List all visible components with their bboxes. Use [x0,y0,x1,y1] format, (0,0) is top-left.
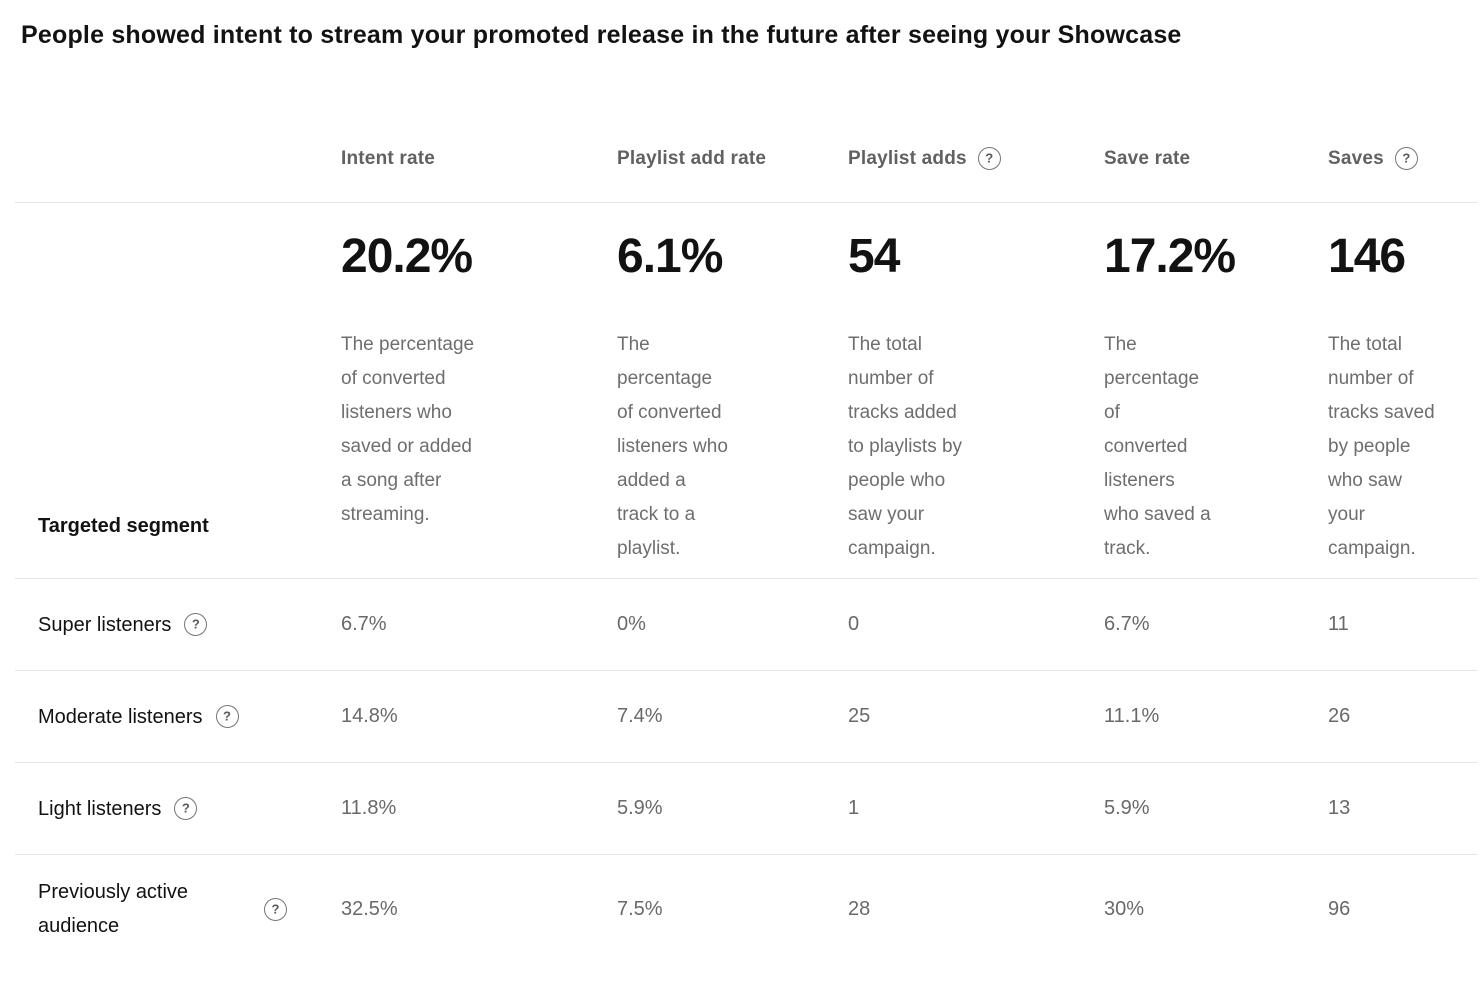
column-header-label: Playlist adds [848,147,967,169]
segment-column-header: Targeted segment [15,515,341,566]
metric-header-row: Intent rate Playlist add rate Playlist a… [15,50,1477,203]
question-mark-glyph: ? [223,708,231,724]
cell-playlist-adds: 28 [848,897,871,920]
question-mark-glyph: ? [985,150,994,166]
metric-summary-intent-rate: 20.2% The percentage of converted listen… [341,230,617,566]
cell-saves: 96 [1328,897,1351,920]
table-row-super-listeners: Super listeners ? 6.7% 0% 0 6.7% 11 [15,579,1477,671]
metric-value: 54 [848,230,900,283]
cell-playlist-add-rate: 7.4% [617,705,663,727]
cell-saves: 11 [1328,613,1349,635]
cell-playlist-adds: 1 [848,797,860,819]
segment-cell: Light listeners ? [15,797,341,821]
column-header-save-rate: Save rate [1104,147,1328,202]
metric-value: 6.1% [617,230,723,283]
help-icon[interactable]: ? [215,705,239,728]
metric-summary-saves: 146 The total number of tracks saved by … [1328,230,1477,566]
cell-playlist-add-rate: 0% [617,613,646,635]
cell-save-rate: 11.1% [1104,705,1160,727]
help-icon[interactable]: ? [1394,147,1418,170]
cell-save-rate: 5.9% [1104,797,1150,819]
table-row-light-listeners: Light listeners ? 11.8% 5.9% 1 5.9% 13 [15,763,1477,855]
metric-value: 17.2% [1104,230,1236,283]
cell-intent-rate: 11.8% [341,797,397,819]
question-mark-glyph: ? [1402,150,1411,166]
metric-description: The percentage of converted listeners wh… [341,334,475,525]
metric-summary-playlist-adds: 54 The total number of tracks added to p… [848,230,1104,566]
column-header-label: Save rate [1104,147,1191,169]
segment-cell: Moderate listeners ? [15,705,341,729]
help-icon[interactable]: ? [977,147,1001,170]
segment-label: Super listeners [38,613,172,636]
cell-save-rate: 30% [1104,897,1145,920]
column-header-playlist-adds: Playlist adds ? [848,147,1104,202]
column-header-playlist-add-rate: Playlist add rate [617,147,848,202]
cell-intent-rate: 14.8% [341,705,398,727]
metric-description: The percentage of converted listeners wh… [617,334,728,559]
question-mark-glyph: ? [181,800,190,816]
cell-intent-rate: 32.5% [341,897,398,920]
segment-label: Light listeners [38,797,162,820]
cell-intent-rate: 6.7% [341,613,387,635]
column-header-intent-rate: Intent rate [341,147,617,202]
column-header-label: Playlist add rate [617,147,767,169]
metric-description: The percentage of converted listeners wh… [1104,334,1211,559]
metric-summary-save-rate: 17.2% The percentage of converted listen… [1104,230,1328,566]
metric-value: 146 [1328,230,1406,283]
segment-cell: Super listeners ? [15,613,341,637]
cell-playlist-add-rate: 5.9% [617,797,663,819]
segment-column-header-label: Targeted segment [38,515,209,537]
metric-description: The total number of tracks saved by peop… [1328,334,1435,559]
segment-cell: Previously active audience ? [15,875,341,943]
cell-playlist-add-rate: 7.5% [617,897,663,920]
question-mark-glyph: ? [191,616,200,632]
help-icon[interactable]: ? [174,797,198,820]
cell-playlist-adds: 0 [848,613,860,635]
column-header-label: Saves [1328,147,1384,169]
cell-playlist-adds: 25 [848,705,871,727]
table-row-previously-active-audience: Previously active audience ? 32.5% 7.5% … [15,855,1477,963]
cell-saves: 26 [1328,705,1351,727]
column-header-saves: Saves ? [1328,147,1477,202]
column-header-label: Intent rate [341,147,436,169]
question-mark-glyph: ? [271,901,280,916]
cell-save-rate: 6.7% [1104,613,1150,635]
metric-summary-row: Targeted segment 20.2% The percentage of… [15,203,1477,579]
showcase-metrics-table: Intent rate Playlist add rate Playlist a… [15,50,1477,963]
table-row-moderate-listeners: Moderate listeners ? 14.8% 7.4% 25 11.1%… [15,671,1477,763]
page-title: People showed intent to stream your prom… [21,21,1182,49]
metric-summary-playlist-add-rate: 6.1% The percentage of converted listene… [617,230,848,566]
metric-value: 20.2% [341,230,473,283]
help-icon[interactable]: ? [184,613,208,636]
segment-label: Moderate listeners [38,705,203,728]
segment-header-spacer [15,147,341,202]
metric-description: The total number of tracks added to play… [848,334,963,559]
segment-label: Previously active audience [38,881,189,937]
cell-saves: 13 [1328,797,1351,819]
help-icon[interactable]: ? [264,897,287,921]
